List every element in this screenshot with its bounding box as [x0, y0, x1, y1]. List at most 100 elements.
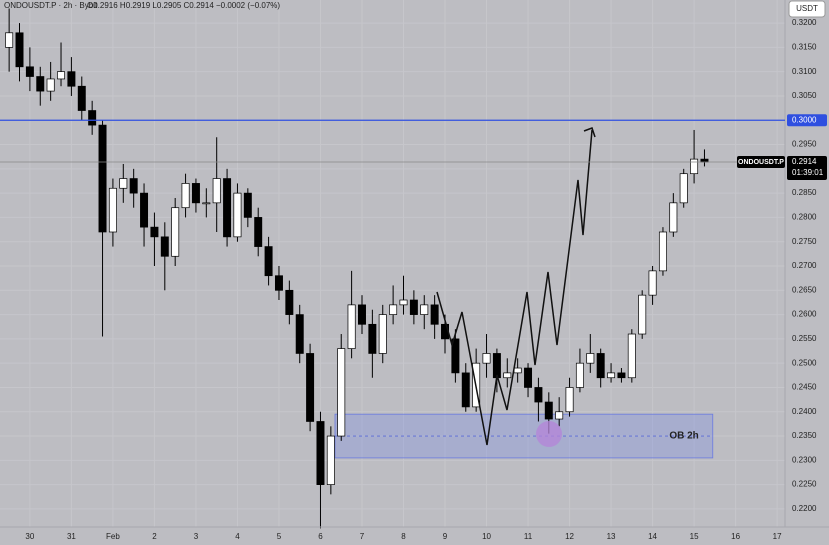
currency: USDT: [796, 4, 818, 13]
candle-body: [88, 110, 97, 126]
symbol-header: ONDOUSDT.P · 2h · Bybit: [4, 1, 98, 10]
y-tick-label: 0.2700: [792, 261, 817, 270]
candle-body: [679, 173, 688, 204]
y-tick-label: 0.2650: [792, 285, 817, 294]
candle-body: [565, 387, 574, 413]
candle-body: [326, 435, 335, 485]
zone: OB 2h: [334, 413, 714, 459]
candle-body: [108, 187, 117, 233]
candle-body: [607, 372, 616, 379]
y-tick-label: 0.2800: [792, 213, 817, 222]
candle-body: [264, 246, 273, 277]
candle-body: [306, 353, 315, 422]
x-tick-label: 30: [25, 532, 34, 541]
y-tick-label: 0.3150: [792, 42, 817, 51]
candle-body: [555, 411, 564, 420]
candle-body: [212, 178, 221, 204]
candle-body: [140, 192, 149, 228]
y-tick-label: 0.2850: [792, 188, 817, 197]
candle-body: [36, 76, 45, 92]
candle-body: [638, 294, 647, 335]
candle-body: [596, 353, 605, 379]
candle-body: [171, 207, 180, 257]
candle-body: [420, 304, 429, 315]
y-tick-label: 0.2600: [792, 310, 817, 319]
x-tick-label: 5: [277, 532, 282, 541]
candle-body: [503, 372, 512, 379]
x-tick-label: 11: [524, 532, 533, 541]
candle-body: [430, 304, 439, 325]
candle-body: [648, 270, 657, 296]
candle-body: [181, 183, 190, 209]
candle-body: [586, 353, 595, 364]
x-tick-label: 10: [482, 532, 491, 541]
candle-body: [15, 32, 24, 68]
candle-body: [337, 348, 346, 437]
x-tick-label: 2: [152, 532, 157, 541]
candle-body: [254, 217, 263, 247]
ob-label: OB 2h: [669, 431, 698, 442]
y-tick-label: 0.2500: [792, 358, 817, 367]
candle-body: [700, 158, 709, 163]
candle-body: [658, 231, 667, 272]
x-tick-label: 14: [648, 532, 657, 541]
candle-body: [46, 78, 55, 92]
symbol-label: ONDOUSDT.P: [738, 159, 784, 166]
x-tick-label: 6: [318, 532, 323, 541]
candle-body: [575, 362, 584, 388]
candle-body: [358, 304, 366, 325]
level-tag: [787, 114, 827, 127]
candle-body: [5, 32, 14, 48]
candle-body: [77, 85, 86, 111]
candle-body: [534, 387, 543, 403]
candle-body: [451, 338, 460, 374]
candle-body: [461, 372, 470, 408]
y-tick-label: 0.2400: [792, 407, 817, 416]
candle-body: [295, 314, 304, 354]
x-tick-label: 4: [235, 532, 240, 541]
candle-body: [129, 178, 138, 194]
y-tick-label: 0.2450: [792, 383, 817, 392]
y-tick-label: 0.3200: [792, 18, 817, 27]
last-price-label: 0.2914: [792, 157, 817, 166]
candle-body: [492, 353, 501, 379]
candle-body: [223, 178, 232, 238]
level-label: 0.3000: [792, 115, 817, 124]
candle-body: [67, 71, 76, 87]
y-tick-label: 0.2550: [792, 334, 817, 343]
symbol-tag: [737, 156, 785, 169]
y-tick-label: 0.2750: [792, 237, 817, 246]
x-tick-label: Feb: [106, 532, 120, 541]
countdown: 01:39:01: [792, 168, 824, 177]
candle-body: [368, 323, 377, 354]
x-tick-label: 12: [565, 532, 574, 541]
x-tick-label: 16: [731, 532, 740, 541]
x-tick-label: 17: [773, 532, 782, 541]
y-tick-label: 0.3050: [792, 91, 817, 100]
x-tick-label: 9: [443, 532, 448, 541]
candle-body: [399, 299, 408, 306]
candle-body: [627, 333, 636, 379]
candle-body: [347, 304, 356, 349]
candle-body: [669, 202, 678, 233]
x-tick-label: 7: [360, 532, 365, 541]
candle-body: [409, 299, 418, 315]
candle-body: [150, 226, 159, 238]
candle-body: [378, 314, 387, 354]
candle-body: [243, 192, 252, 218]
candle-body: [617, 372, 626, 379]
projection-arrowhead: [583, 127, 596, 138]
candle-body: [285, 289, 294, 315]
candle-body: [316, 421, 325, 485]
x-tick-label: 3: [194, 532, 199, 541]
candle-body: [544, 401, 553, 420]
candles: [5, 8, 709, 529]
price-tag: [787, 156, 827, 181]
candle-body: [513, 367, 522, 374]
candle-body: [25, 66, 34, 77]
candle-body: [160, 236, 169, 257]
candle-body: [274, 275, 283, 291]
